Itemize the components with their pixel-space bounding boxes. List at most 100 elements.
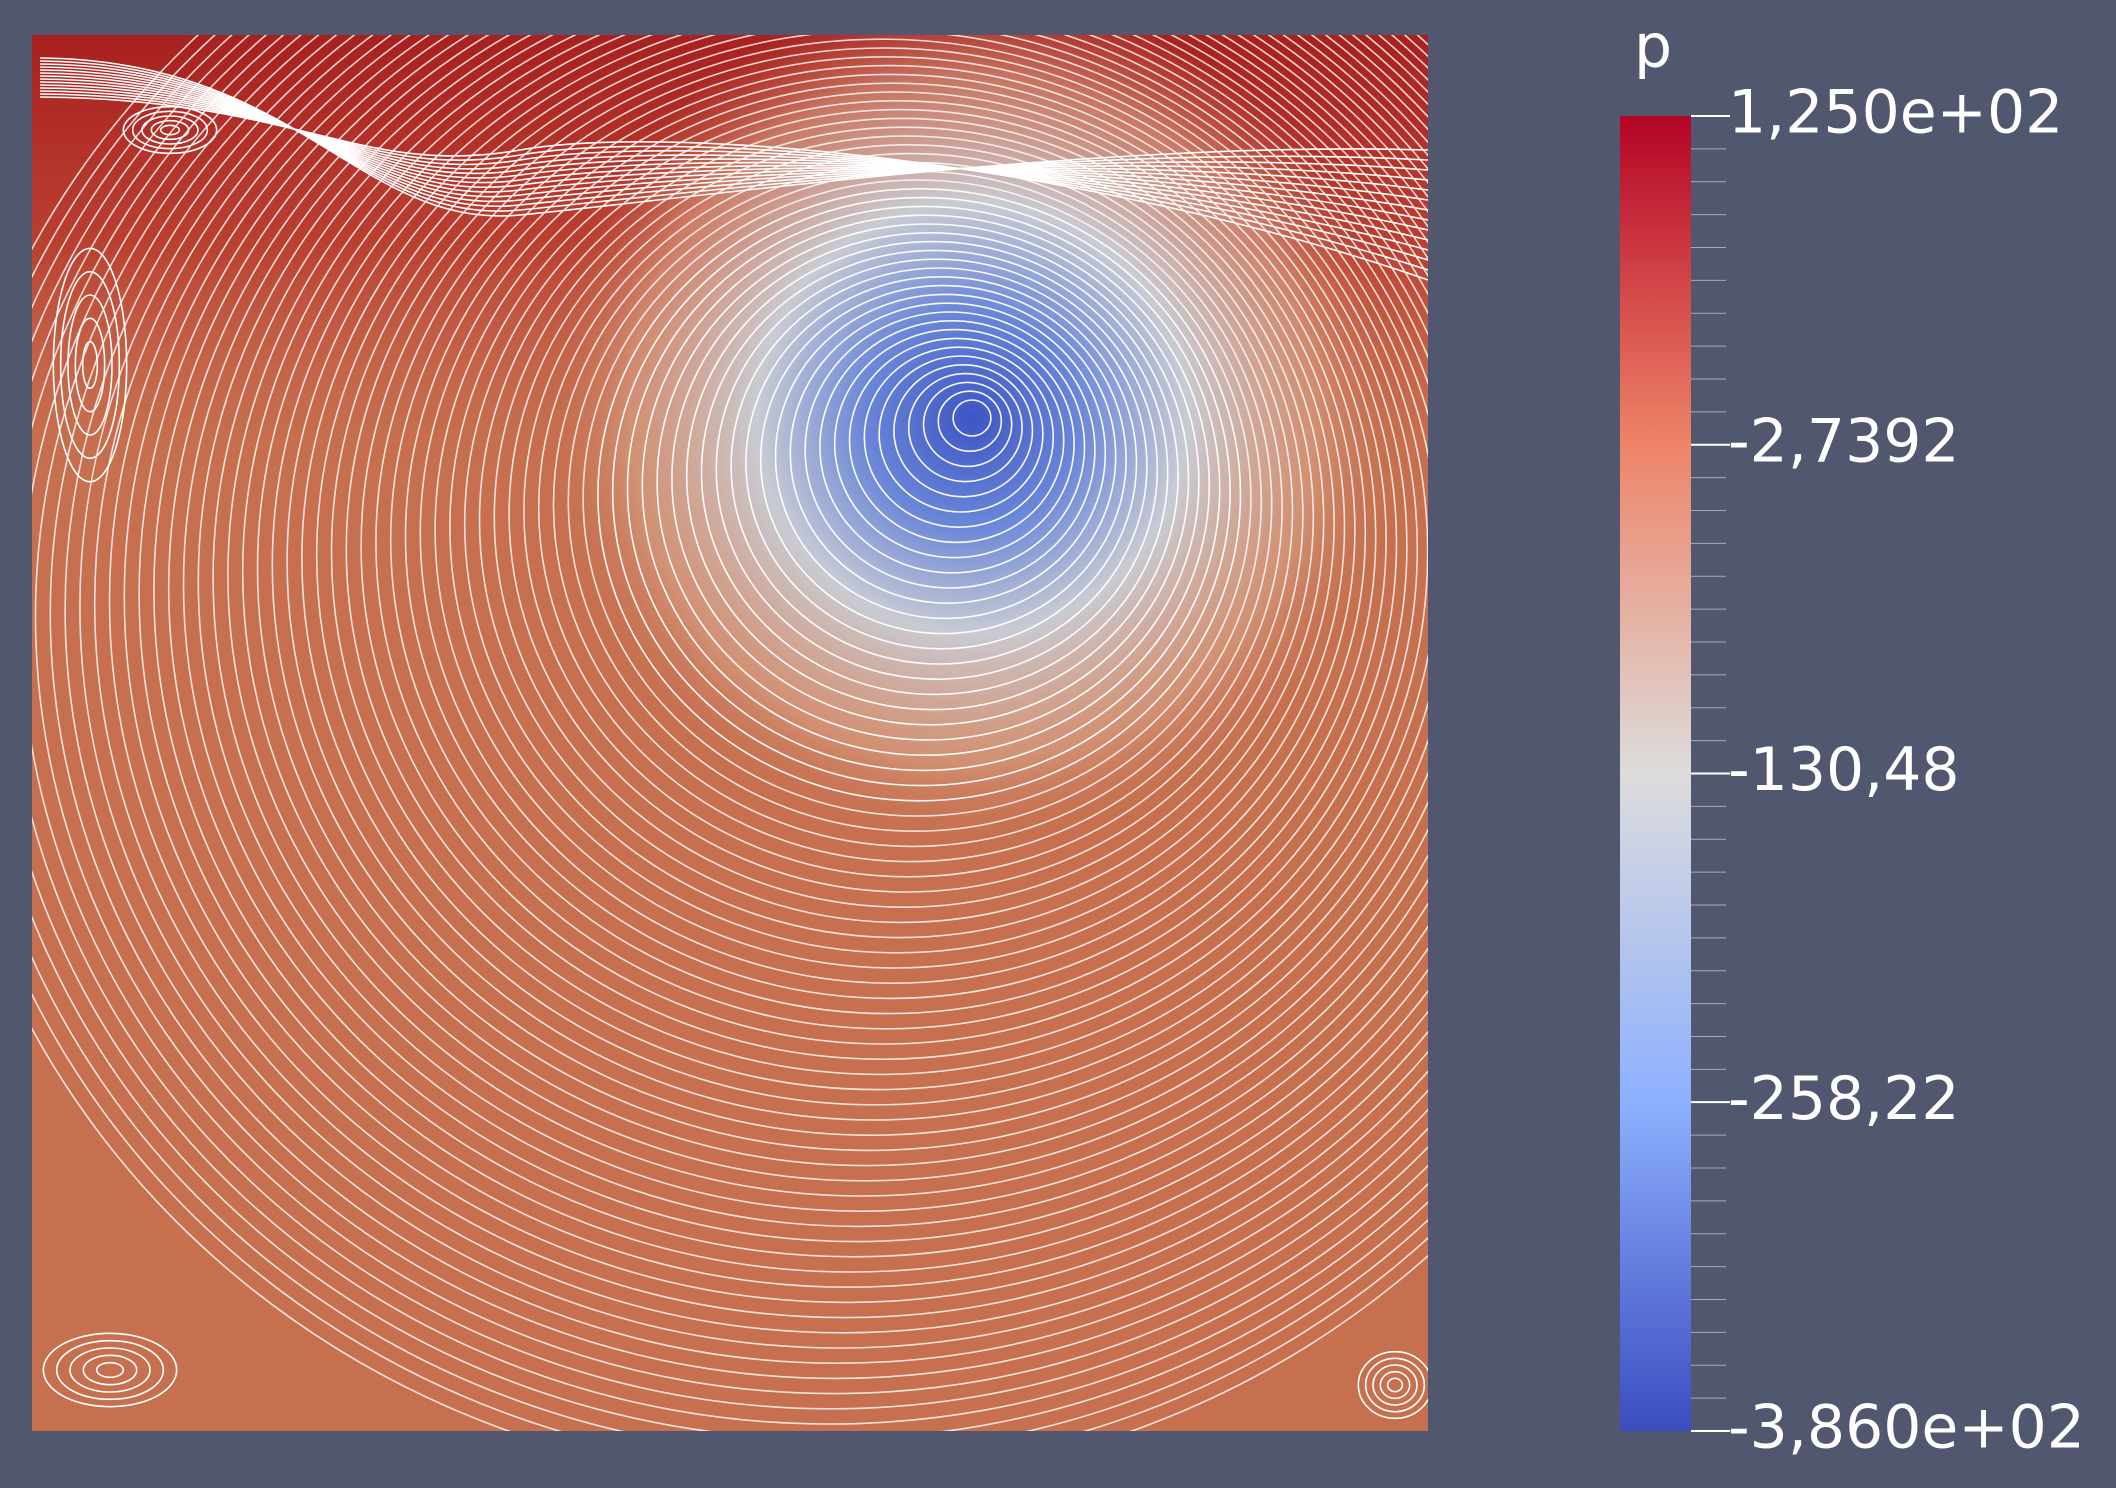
streamline	[789, 302, 1107, 605]
streamline	[685, 240, 1179, 711]
streamline	[286, 35, 1428, 1121]
streamline	[182, 35, 1428, 1228]
streamline	[745, 275, 1138, 650]
streamline	[375, 55, 1398, 1030]
streamline	[611, 196, 1231, 787]
streamline	[863, 346, 1055, 529]
streamline	[774, 293, 1117, 620]
streamline	[212, 35, 1428, 1197]
streamline	[715, 258, 1159, 681]
eddy	[131, 110, 209, 150]
eddy	[82, 1354, 138, 1386]
streamline	[39, 90, 1428, 261]
streamline	[493, 126, 1315, 909]
streamline	[508, 135, 1304, 893]
streamline	[597, 187, 1242, 802]
streamline	[49, 35, 1428, 1364]
streamline	[301, 35, 1428, 1106]
streamline	[39, 87, 1428, 251]
streamline	[32, 35, 1428, 1395]
eddy	[150, 119, 190, 141]
streamline	[39, 60, 1428, 212]
streamline	[582, 179, 1252, 817]
streamline	[138, 35, 1428, 1273]
streamline	[39, 93, 1428, 271]
tick-label: -3,860e+02	[1728, 1393, 2085, 1463]
streamline	[478, 117, 1325, 924]
eddy	[69, 1347, 151, 1393]
pressure-field	[32, 35, 1428, 1431]
streamline	[389, 64, 1387, 1015]
streamline	[168, 35, 1428, 1243]
eddy	[1364, 1357, 1426, 1413]
streamline	[419, 82, 1367, 985]
streamline	[893, 363, 1034, 498]
streamlines	[32, 35, 1428, 1431]
streamline	[833, 328, 1075, 559]
streamline	[153, 35, 1428, 1258]
streamline	[32, 35, 1428, 1410]
streamline	[227, 35, 1428, 1182]
streamline	[316, 35, 1428, 1091]
streamline	[32, 35, 1428, 1425]
tick-label: -258,22	[1728, 1064, 1960, 1134]
streamline	[626, 205, 1221, 772]
streamline	[819, 319, 1086, 574]
streamline	[39, 96, 1428, 281]
streamline	[537, 152, 1283, 863]
streamline	[922, 381, 1013, 468]
colorbar	[1620, 116, 1691, 1431]
eddy	[74, 317, 106, 413]
streamline	[656, 223, 1200, 741]
eddy	[59, 270, 121, 460]
streamline	[360, 47, 1408, 1045]
streamline	[108, 35, 1428, 1303]
tick-label: 1,250e+02	[1728, 78, 2063, 148]
streamline	[878, 355, 1044, 513]
eddy	[42, 1332, 178, 1408]
streamline	[256, 35, 1428, 1152]
streamline	[449, 99, 1346, 954]
streamline	[64, 35, 1428, 1349]
streamline	[463, 108, 1335, 939]
streamline	[804, 311, 1096, 589]
streamline	[641, 214, 1211, 757]
eddy	[1357, 1350, 1428, 1420]
streamline	[434, 91, 1356, 969]
streamline	[848, 337, 1065, 544]
streamline	[700, 249, 1169, 696]
eddy	[1386, 1377, 1404, 1393]
eddy	[141, 115, 199, 145]
eddy	[52, 247, 128, 483]
streamline	[330, 35, 1428, 1076]
streamline	[937, 390, 1003, 453]
streamline	[271, 35, 1428, 1136]
streamline	[242, 35, 1428, 1167]
streamline	[907, 372, 1023, 483]
eddy	[55, 1339, 165, 1401]
streamline	[39, 63, 1428, 208]
streamline	[94, 35, 1428, 1319]
streamline	[952, 399, 992, 437]
streamline	[730, 267, 1148, 665]
eddy	[95, 1361, 125, 1379]
eddy	[1372, 1364, 1418, 1406]
streamline	[345, 38, 1419, 1061]
streamline	[523, 143, 1294, 878]
streamline	[79, 35, 1428, 1334]
streamline	[759, 284, 1127, 635]
streamline	[404, 73, 1377, 1000]
streamline	[39, 66, 1428, 203]
streamline	[39, 57, 1428, 217]
eddy	[1379, 1370, 1411, 1400]
eddy	[122, 105, 218, 155]
colorbar-ticks: 1,250e+02 -2,7392 -130,48 -258,22 -3,860e+02	[1691, 78, 2085, 1463]
eddy	[159, 124, 181, 136]
streamline	[671, 231, 1190, 726]
tick-label: -2,7392	[1728, 406, 1960, 476]
streamline	[197, 35, 1428, 1212]
tick-label: -130,48	[1728, 735, 1960, 805]
colorbar-title: p	[1634, 12, 1672, 82]
